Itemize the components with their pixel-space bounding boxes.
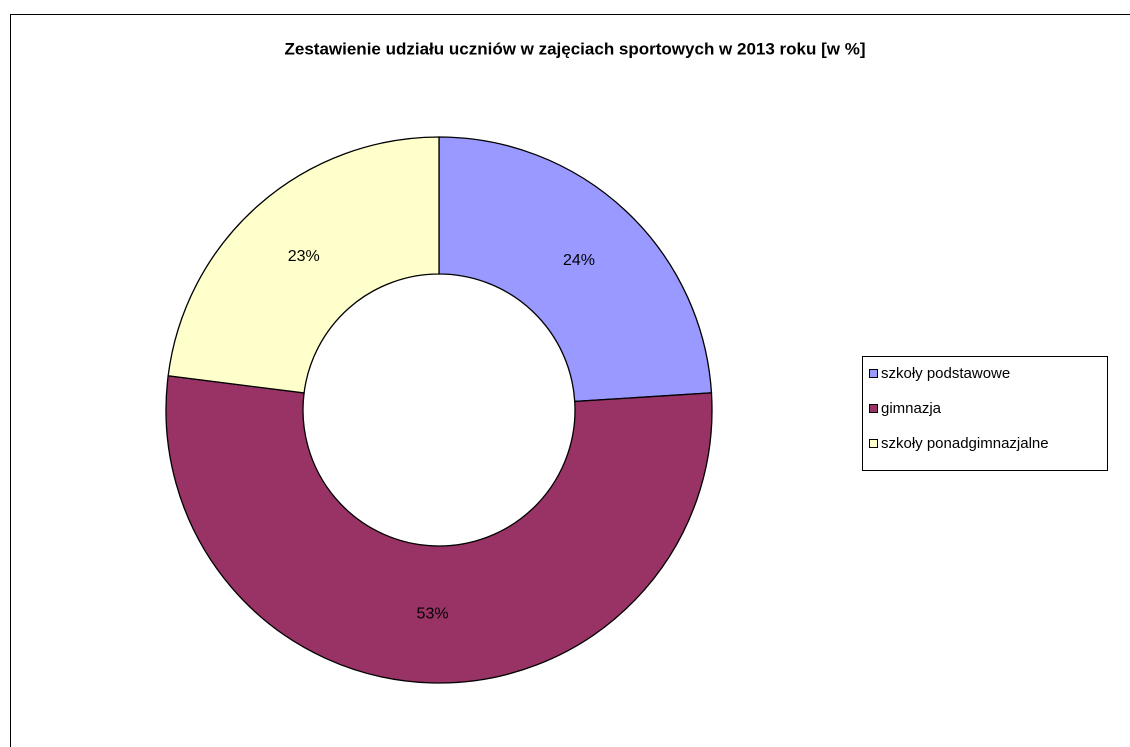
donut-segment	[438, 136, 713, 403]
data-label: 24%	[563, 252, 595, 269]
donut-segment	[165, 375, 713, 684]
donut-segment	[167, 136, 440, 394]
legend-box	[862, 356, 1108, 471]
legend-label: szkoły podstawowe	[881, 365, 1010, 382]
legend-swatch	[869, 369, 878, 378]
legend-label: szkoły ponadgimnazjalne	[881, 435, 1049, 452]
legend-swatch	[869, 439, 878, 448]
legend-label: gimnazja	[881, 400, 942, 417]
data-label: 53%	[417, 606, 449, 623]
legend-swatch	[869, 404, 878, 413]
chart-title: Zestawienie udziału uczniów w zajęciach …	[285, 39, 866, 58]
data-label: 23%	[288, 248, 320, 265]
